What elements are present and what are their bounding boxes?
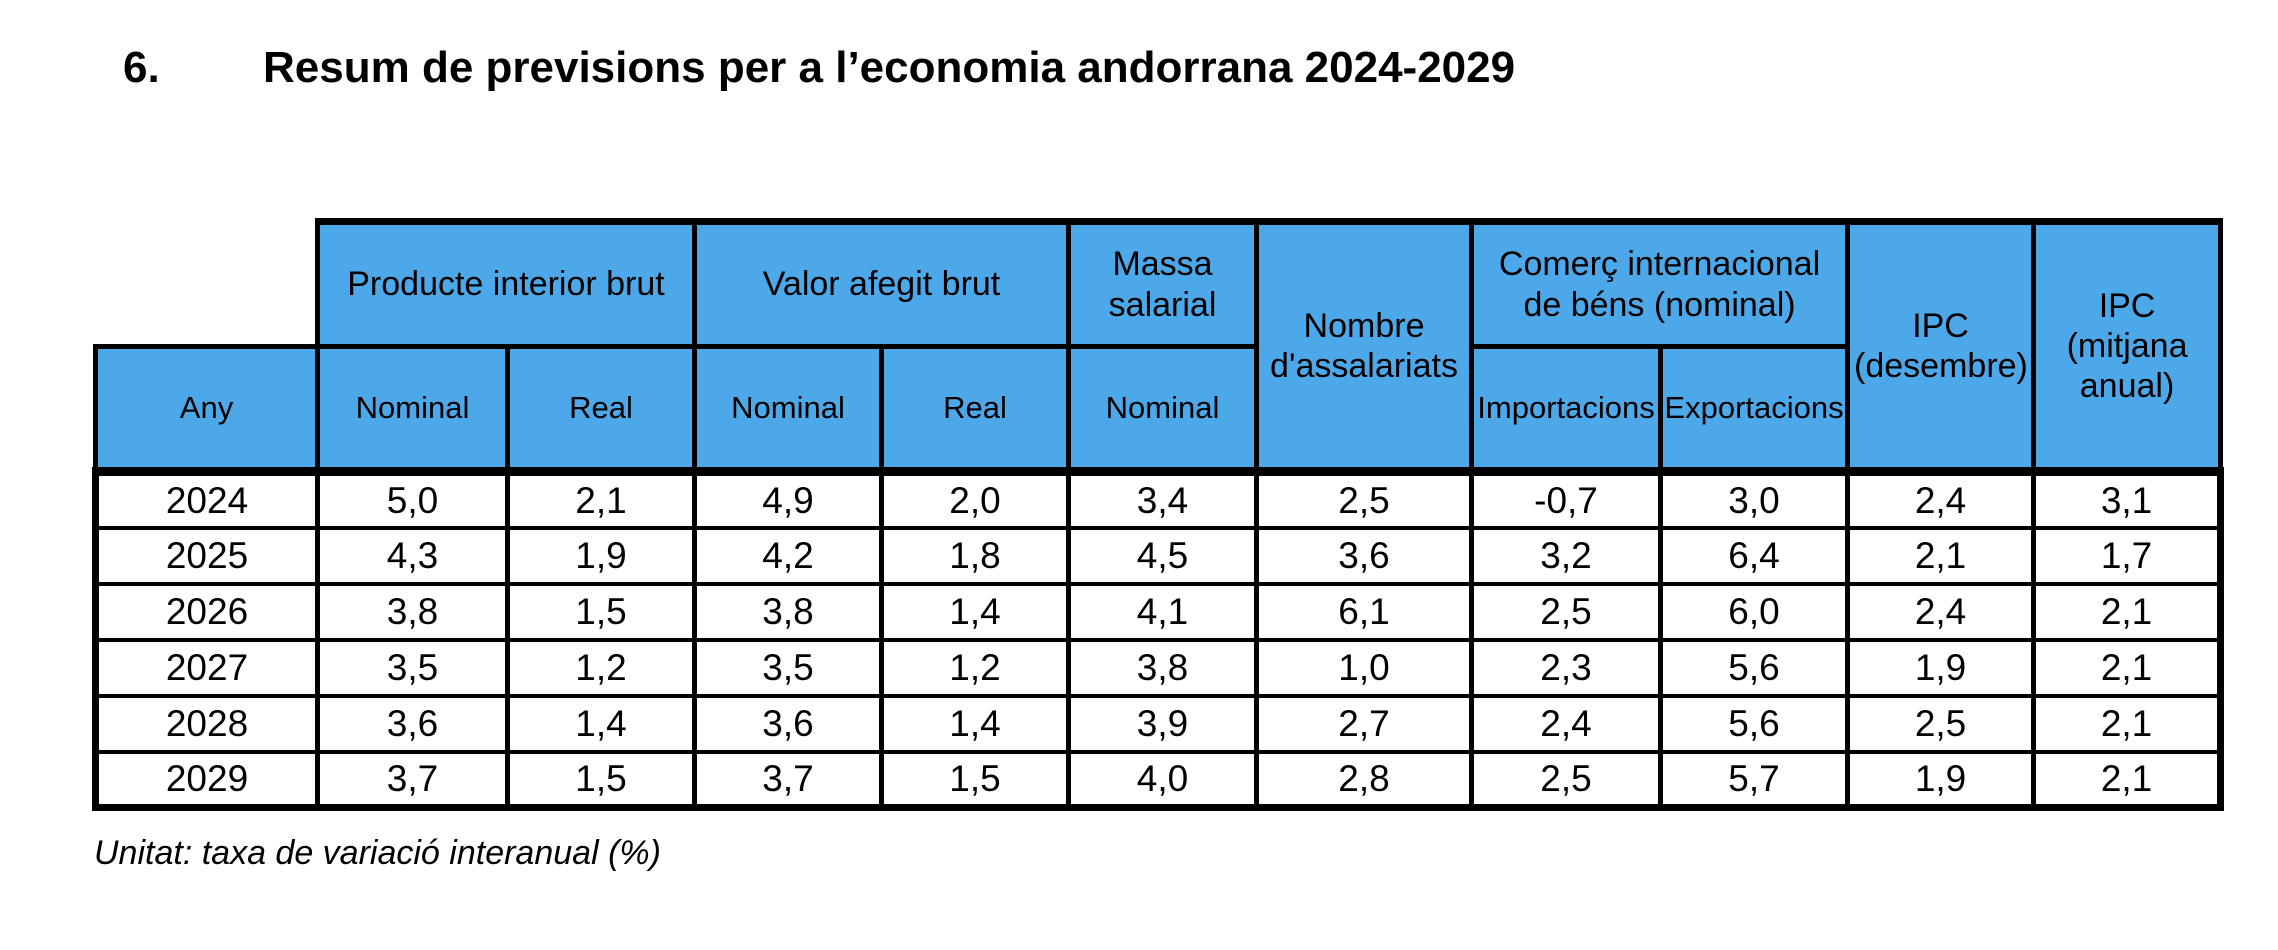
- value-cell: 1,0: [1254, 637, 1475, 698]
- value-cell: 2,5: [1845, 693, 2037, 754]
- value-cell: 4,0: [1066, 749, 1260, 811]
- value-cell: 3,8: [1066, 637, 1260, 698]
- value-cell: 1,7: [2031, 525, 2225, 586]
- value-cell: 4,5: [1066, 525, 1260, 586]
- value-cell: 6,1: [1254, 581, 1475, 642]
- group-header-pib: Producte interior brut: [315, 218, 697, 349]
- group-header-row: Producte interior brut Valor afegit brut…: [95, 218, 2224, 474]
- group-header-nombre-assalariats: Nombre d'assalariats: [1254, 218, 1475, 474]
- table-row: 2024 5,0 2,1 4,9 2,0 3,4 2,5 -0,7 3,0 2,4 3,1: [92, 467, 2225, 530]
- group-header-massa-salarial: Massa salarial: [1066, 218, 1260, 349]
- year-cell: 2025: [92, 525, 320, 586]
- value-cell: 3,7: [692, 749, 884, 811]
- value-cell: 2,4: [1845, 467, 2037, 530]
- value-cell: 2,5: [1254, 467, 1475, 530]
- group-header-comerc-internacional: Comerç internacional de béns (nominal): [1469, 218, 1851, 349]
- value-cell: 2,1: [505, 467, 697, 530]
- value-cell: 5,7: [1658, 749, 1851, 811]
- column-header-exportacions: Exportacions: [1658, 344, 1851, 474]
- value-cell: 3,5: [315, 637, 510, 698]
- group-header-ipc-mitjana-anual: IPC (mitjana anual): [2031, 218, 2224, 474]
- value-cell: 2,1: [2031, 693, 2225, 754]
- value-cell: 1,2: [505, 637, 697, 698]
- value-cell: 2,5: [1469, 581, 1664, 642]
- value-cell: 1,5: [505, 581, 697, 642]
- table-row: 2026 3,8 1,5 3,8 1,4 4,1 6,1 2,5 6,0 2,4 2,1: [92, 581, 2225, 642]
- value-cell: 4,1: [1066, 581, 1260, 642]
- value-cell: 3,5: [692, 637, 884, 698]
- value-cell: 2,1: [2031, 637, 2225, 698]
- column-header-vab-real: Real: [878, 344, 1072, 474]
- value-cell: 3,6: [1254, 525, 1475, 586]
- value-cell: 1,9: [1845, 637, 2037, 698]
- group-header-ipc-desembre: IPC (desembre): [1845, 218, 2037, 474]
- table-header: Producte interior brut Valor afegit brut…: [93, 218, 2224, 474]
- value-cell: 2,7: [1254, 693, 1475, 754]
- table-unit-note: Unitat: taxa de variació interanual (%): [94, 834, 661, 872]
- value-cell: 1,4: [878, 693, 1072, 754]
- value-cell: 3,8: [315, 581, 510, 642]
- year-cell: 2026: [92, 581, 320, 642]
- value-cell: 3,0: [1658, 467, 1851, 530]
- value-cell: 1,4: [878, 581, 1072, 642]
- value-cell: 3,1: [2031, 467, 2225, 530]
- column-header-pib-nominal: Nominal: [315, 344, 510, 474]
- column-header-pib-real: Real: [505, 344, 697, 474]
- value-cell: 2,8: [1254, 749, 1475, 811]
- forecast-table: Producte interior brut Valor afegit brut…: [92, 218, 2225, 811]
- value-cell: 4,9: [692, 467, 884, 530]
- value-cell: 1,2: [878, 637, 1072, 698]
- value-cell: 5,6: [1658, 693, 1851, 754]
- value-cell: 3,9: [1066, 693, 1260, 754]
- year-cell: 2024: [92, 467, 320, 530]
- group-header-vab: Valor afegit brut: [691, 218, 1072, 349]
- table-body: 2024 5,0 2,1 4,9 2,0 3,4 2,5 -0,7 3,0 2,4 3,1 2025 4…: [92, 467, 2225, 811]
- column-header-vab-nominal: Nominal: [692, 344, 884, 474]
- year-cell: 2029: [92, 749, 320, 811]
- empty-corner-cell: [95, 221, 318, 347]
- value-cell: 5,0: [315, 467, 510, 530]
- value-cell: 3,6: [692, 693, 884, 754]
- value-cell: 3,2: [1469, 525, 1664, 586]
- section-number: 6.: [123, 43, 160, 92]
- column-header-any: Any: [93, 344, 320, 474]
- value-cell: 1,5: [878, 749, 1072, 811]
- table-row: 2025 4,3 1,9 4,2 1,8 4,5 3,6 3,2 6,4 2,1 1,7: [92, 525, 2225, 586]
- value-cell: -0,7: [1469, 467, 1664, 530]
- value-cell: 2,1: [1845, 525, 2037, 586]
- value-cell: 3,8: [692, 581, 884, 642]
- section-title: Resum de previsions per a l’economia and…: [263, 43, 1516, 92]
- value-cell: 1,9: [505, 525, 697, 586]
- value-cell: 3,4: [1066, 467, 1260, 530]
- value-cell: 5,6: [1658, 637, 1851, 698]
- value-cell: 2,1: [2031, 581, 2225, 642]
- sub-header-row: Any Nominal Real Nominal Real Nominal Im…: [93, 344, 2221, 474]
- value-cell: 2,4: [1845, 581, 2037, 642]
- value-cell: 2,3: [1469, 637, 1664, 698]
- value-cell: 3,7: [315, 749, 510, 811]
- table-row: 2028 3,6 1,4 3,6 1,4 3,9 2,7 2,4 5,6 2,5 2,1: [92, 693, 2225, 754]
- value-cell: 2,0: [878, 467, 1072, 530]
- value-cell: 1,5: [505, 749, 697, 811]
- value-cell: 6,4: [1658, 525, 1851, 586]
- section-heading: 6. Resum de previsions per a l’economia a…: [123, 43, 1516, 92]
- column-header-massa-nominal: Nominal: [1066, 344, 1260, 474]
- value-cell: 3,6: [315, 693, 510, 754]
- value-cell: 6,0: [1658, 581, 1851, 642]
- value-cell: 2,1: [2031, 749, 2225, 811]
- value-cell: 1,4: [505, 693, 697, 754]
- table-row: 2029 3,7 1,5 3,7 1,5 4,0 2,8 2,5 5,7 1,9 2,1: [92, 749, 2225, 811]
- table-row: 2027 3,5 1,2 3,5 1,2 3,8 1,0 2,3 5,6 1,9 2,1: [92, 637, 2225, 698]
- column-header-importacions: Importacions: [1469, 344, 1664, 474]
- value-cell: 2,5: [1469, 749, 1664, 811]
- value-cell: 1,9: [1845, 749, 2037, 811]
- value-cell: 1,8: [878, 525, 1072, 586]
- value-cell: 4,2: [692, 525, 884, 586]
- year-cell: 2028: [92, 693, 320, 754]
- value-cell: 4,3: [315, 525, 510, 586]
- value-cell: 2,4: [1469, 693, 1664, 754]
- year-cell: 2027: [92, 637, 320, 698]
